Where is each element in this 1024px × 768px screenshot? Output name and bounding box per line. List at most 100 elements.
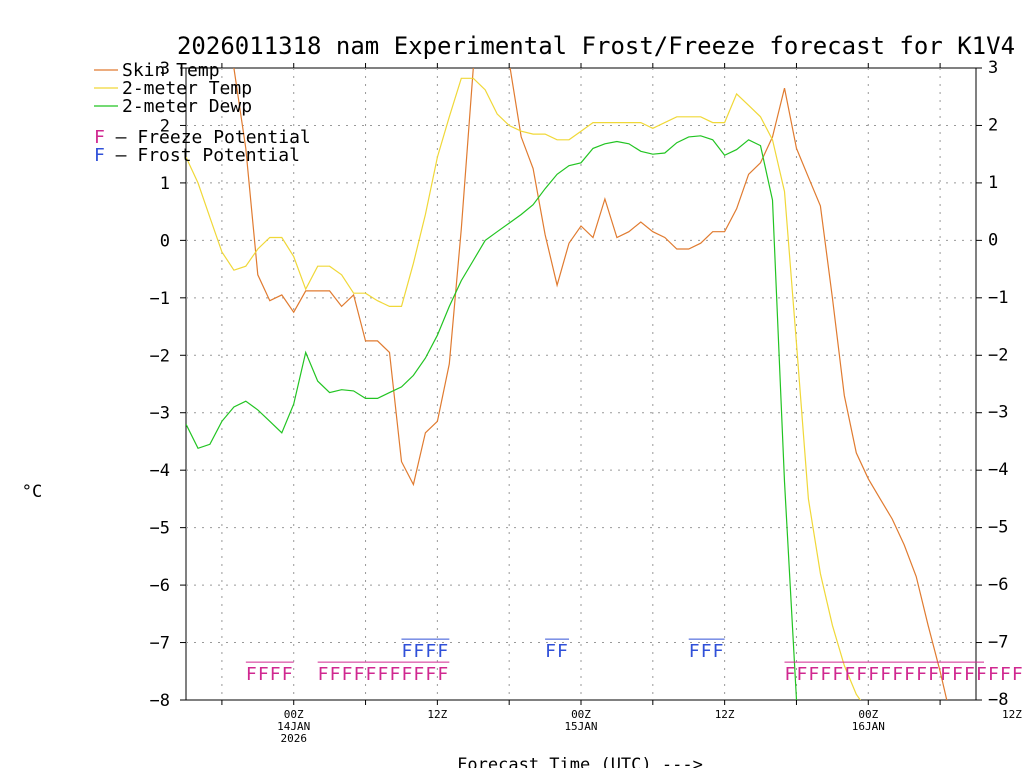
freeze-flag: F <box>940 664 951 685</box>
y-tick-label: 2 <box>160 116 170 136</box>
y-tick-label: 1 <box>988 173 998 193</box>
freeze-flag: F <box>808 664 819 685</box>
y-axis-label: °C <box>22 482 42 502</box>
freeze-legend-text: – Freeze Potential <box>105 127 311 148</box>
freeze-flag: F <box>401 664 412 685</box>
freeze-flag: F <box>928 664 939 685</box>
y-tick-label: −5 <box>150 519 170 539</box>
y-tick-label: −1 <box>988 288 1008 308</box>
x-tick-label: 12Z <box>715 708 735 721</box>
gridlines <box>186 68 976 700</box>
freeze-flag: F <box>880 664 891 685</box>
frost-flag: F <box>689 641 700 662</box>
freeze-legend-letter: F <box>94 127 105 148</box>
freeze-flag: F <box>1012 664 1023 685</box>
y-tick-label: −5 <box>988 518 1008 538</box>
x-tick-label: 16JAN <box>852 720 885 733</box>
y-tick-label: −3 <box>150 404 170 424</box>
y-tick-label: 3 <box>160 59 170 79</box>
y-tick-label: 3 <box>988 58 998 78</box>
freeze-flag: F <box>964 664 975 685</box>
y-tick-label: −8 <box>988 690 1008 710</box>
y-tick-label: −1 <box>150 289 170 309</box>
frost-flag: F <box>557 641 568 662</box>
freeze-flag: F <box>796 664 807 685</box>
y-tick-label: −2 <box>988 345 1008 365</box>
frost-legend-letter: F <box>94 145 105 166</box>
y-tick-label: −2 <box>150 346 170 366</box>
y-axis-left: −8 −7 −6 −5 −4 −3 −2 −1 0 1 2 3 <box>150 59 186 711</box>
frost-flag: F <box>425 641 436 662</box>
y-tick-label: −7 <box>150 634 170 654</box>
legend-label: 2-meter Temp <box>122 78 252 99</box>
y-tick-label: −8 <box>150 691 170 711</box>
frost-flag: F <box>437 641 448 662</box>
freeze-flag: F <box>413 664 424 685</box>
x-axis-label: Forecast Time (UTC) ---> <box>457 755 703 768</box>
y-tick-label: −6 <box>988 575 1008 595</box>
freeze-flag: F <box>784 664 795 685</box>
y-tick-label: −4 <box>150 461 170 481</box>
series-group <box>186 68 948 700</box>
frost-flag: F <box>701 641 712 662</box>
series-line-2-meter-temp <box>186 77 862 700</box>
frost-flag: F <box>713 641 724 662</box>
freeze-flag: F <box>354 664 365 685</box>
freeze-flag: F <box>988 664 999 685</box>
freeze-flag: F <box>425 664 436 685</box>
legend-label: 2-meter Dewp <box>122 96 252 117</box>
frost-flag: F <box>545 641 556 662</box>
y-axis-right: −8 −7 −6 −5 −4 −3 −2 −1 0 1 2 3 <box>976 58 1008 710</box>
y-tick-label: −4 <box>988 460 1008 480</box>
y-tick-label: −7 <box>988 633 1008 653</box>
y-tick-label: 0 <box>988 230 998 250</box>
freeze-flag: F <box>820 664 831 685</box>
y-tick-label: −3 <box>988 403 1008 423</box>
legend-freeze: F – Freeze Potential <box>94 127 311 148</box>
freeze-flag: F <box>342 664 353 685</box>
x-tick-label: 2026 <box>280 732 307 745</box>
frost-legend-text: – Frost Potential <box>105 145 300 166</box>
x-tick-label: 12Z <box>427 708 447 721</box>
y-tick-label: −6 <box>150 576 170 596</box>
freeze-flag: F <box>868 664 879 685</box>
freeze-flag: F <box>246 664 257 685</box>
freeze-flag: F <box>389 664 400 685</box>
x-tick-label: 15JAN <box>564 720 597 733</box>
freeze-flag: F <box>270 664 281 685</box>
freeze-flag: F <box>258 664 269 685</box>
freeze-flag: F <box>832 664 843 685</box>
freeze-flag: F <box>916 664 927 685</box>
y-tick-label: 2 <box>988 115 998 135</box>
legend-label: Skin Temp <box>122 60 220 81</box>
freeze-flag: F <box>892 664 903 685</box>
frost-flag: F <box>413 641 424 662</box>
freeze-flag: F <box>1000 664 1011 685</box>
freeze-flag: F <box>952 664 963 685</box>
freeze-flag: F <box>856 664 867 685</box>
y-tick-label: 0 <box>160 231 170 251</box>
freeze-flag: F <box>976 664 987 685</box>
series-line-2-meter-dewp <box>186 135 798 700</box>
x-tick-label: 00Z <box>284 708 304 721</box>
freeze-flag: F <box>330 664 341 685</box>
freeze-flag: F <box>437 664 448 685</box>
frost-flag: F <box>401 641 412 662</box>
chart-title: 2026011318 nam Experimental Frost/Freeze… <box>177 32 1015 60</box>
x-tick-label: 14JAN <box>277 720 310 733</box>
freeze-flag: F <box>366 664 377 685</box>
series-line-skin-temp <box>233 68 948 700</box>
x-tick-label: 12Z <box>1002 708 1022 721</box>
freeze-flag: F <box>844 664 855 685</box>
x-tick-label: 00Z <box>858 708 878 721</box>
freeze-flag: F <box>282 664 293 685</box>
freeze-flag: F <box>904 664 915 685</box>
x-tick-label: 00Z <box>571 708 591 721</box>
x-axis: 00Z14JAN202612Z00Z15JAN12Z00Z16JAN12Z00Z… <box>221 63 1022 745</box>
y-tick-label: 1 <box>160 174 170 194</box>
freeze-flag: F <box>318 664 329 685</box>
legend-frost: F – Frost Potential <box>94 145 300 166</box>
freeze-flag: F <box>378 664 389 685</box>
